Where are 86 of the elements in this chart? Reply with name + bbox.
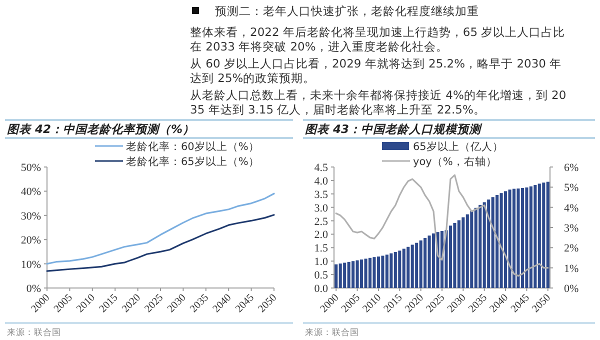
text: 预测二：老年人口快速扩张，老龄化程度继续加重 [215, 4, 479, 18]
bar [457, 220, 460, 288]
line-series [335, 174, 549, 277]
bar [453, 222, 456, 288]
bar [402, 248, 406, 288]
bar [534, 185, 537, 288]
y-tick-label: 2.0 [314, 229, 328, 242]
bar [462, 217, 465, 288]
bar [419, 240, 422, 288]
bar [343, 262, 346, 288]
text: 整体来看，2022 年后老龄化将呈现加速上行趋势，65 岁以上人口占比在 2033 年将突破 20%，进入重度老龄化社会。 [190, 25, 566, 54]
legend-label: yoy（%，右轴） [413, 155, 497, 168]
y-tick-label: 4.5 [314, 162, 328, 174]
bar [360, 260, 364, 288]
bar [525, 187, 528, 288]
bar [364, 258, 368, 288]
text: 从老龄人口总数上看，未来十余年都将保持接近 4%的年化增速，到 2035 年达到 3.15 亿人，届时老龄化率将上升至 22.5%。 [190, 88, 566, 116]
y-tick-label: 0.5 [314, 270, 328, 282]
bar [448, 226, 452, 288]
bar [542, 182, 546, 288]
bar [474, 208, 478, 288]
bar [470, 211, 474, 288]
bar [478, 204, 482, 288]
legend-label: 老龄化率：65岁以上（%） [126, 155, 260, 168]
bar [520, 188, 524, 288]
legend-label: 老龄化率：60岁以上（%） [126, 140, 260, 153]
bar [352, 261, 355, 288]
bar [385, 254, 388, 288]
bar [508, 190, 512, 288]
bar [415, 242, 418, 288]
bar [546, 182, 550, 288]
bar [491, 197, 494, 288]
y-tick-label: 3.0 [314, 202, 328, 214]
bar [529, 186, 532, 288]
chart-title: 图表 43：中国老龄人口规模预测 [305, 122, 484, 136]
bar [432, 233, 436, 288]
bar [334, 264, 338, 288]
y2-tick-label: 2% [564, 242, 579, 255]
y-tick-label: 20% [20, 234, 41, 247]
y-tick-label: 10% [20, 258, 41, 271]
y-tick-label: 4.0 [314, 175, 328, 188]
bar [347, 262, 350, 288]
bar [398, 250, 402, 288]
bar [466, 214, 469, 288]
bar [406, 246, 410, 288]
text: 从 60 岁以上人口占比看，2029 年就将达到 25.2%，略早于 2030 年达到 25%的政策预期。 [190, 56, 562, 85]
source-note: 来源：联合国 [7, 327, 61, 338]
legend-label: 65岁以上（亿人） [413, 140, 504, 153]
source-note: 来源：联合国 [305, 327, 359, 338]
y-tick-label: 40% [20, 186, 41, 198]
bar [410, 244, 414, 288]
y-tick-label: 2.5 [314, 216, 328, 228]
y2-tick-label: 3% [564, 222, 579, 234]
bar [538, 184, 541, 288]
bar [376, 256, 380, 288]
bar [512, 188, 516, 288]
y-tick-label: 0% [26, 283, 41, 295]
bar [496, 194, 499, 288]
line-series [46, 192, 275, 265]
y-tick-label: 30% [20, 210, 41, 222]
y-tick-label: 0.0 [314, 283, 328, 295]
y-tick-label: 3.5 [314, 188, 328, 201]
y-tick-label: 1.5 [314, 242, 328, 255]
y2-tick-label: 1% [564, 262, 579, 275]
y-tick-label: 1.0 [314, 256, 328, 268]
bar [390, 253, 393, 288]
bar [500, 193, 503, 288]
y2-tick-label: 5% [564, 182, 579, 194]
y-tick-label: 50% [20, 162, 41, 174]
bar [372, 257, 376, 288]
bar [356, 260, 359, 288]
line-series [46, 214, 275, 272]
bar [424, 238, 427, 288]
bar [381, 256, 384, 288]
bar [516, 188, 520, 288]
bar [368, 258, 372, 288]
y2-tick-label: 4% [564, 202, 579, 214]
bar [428, 236, 431, 288]
y2-tick-label: 6% [564, 162, 579, 174]
bar [394, 252, 397, 288]
bar [487, 200, 490, 288]
bar [504, 191, 508, 288]
y2-tick-label: 0% [564, 283, 579, 295]
bar [482, 202, 486, 288]
bar [338, 264, 342, 288]
chart-title: 图表 42：中国老龄化率预测（%） [7, 122, 195, 136]
